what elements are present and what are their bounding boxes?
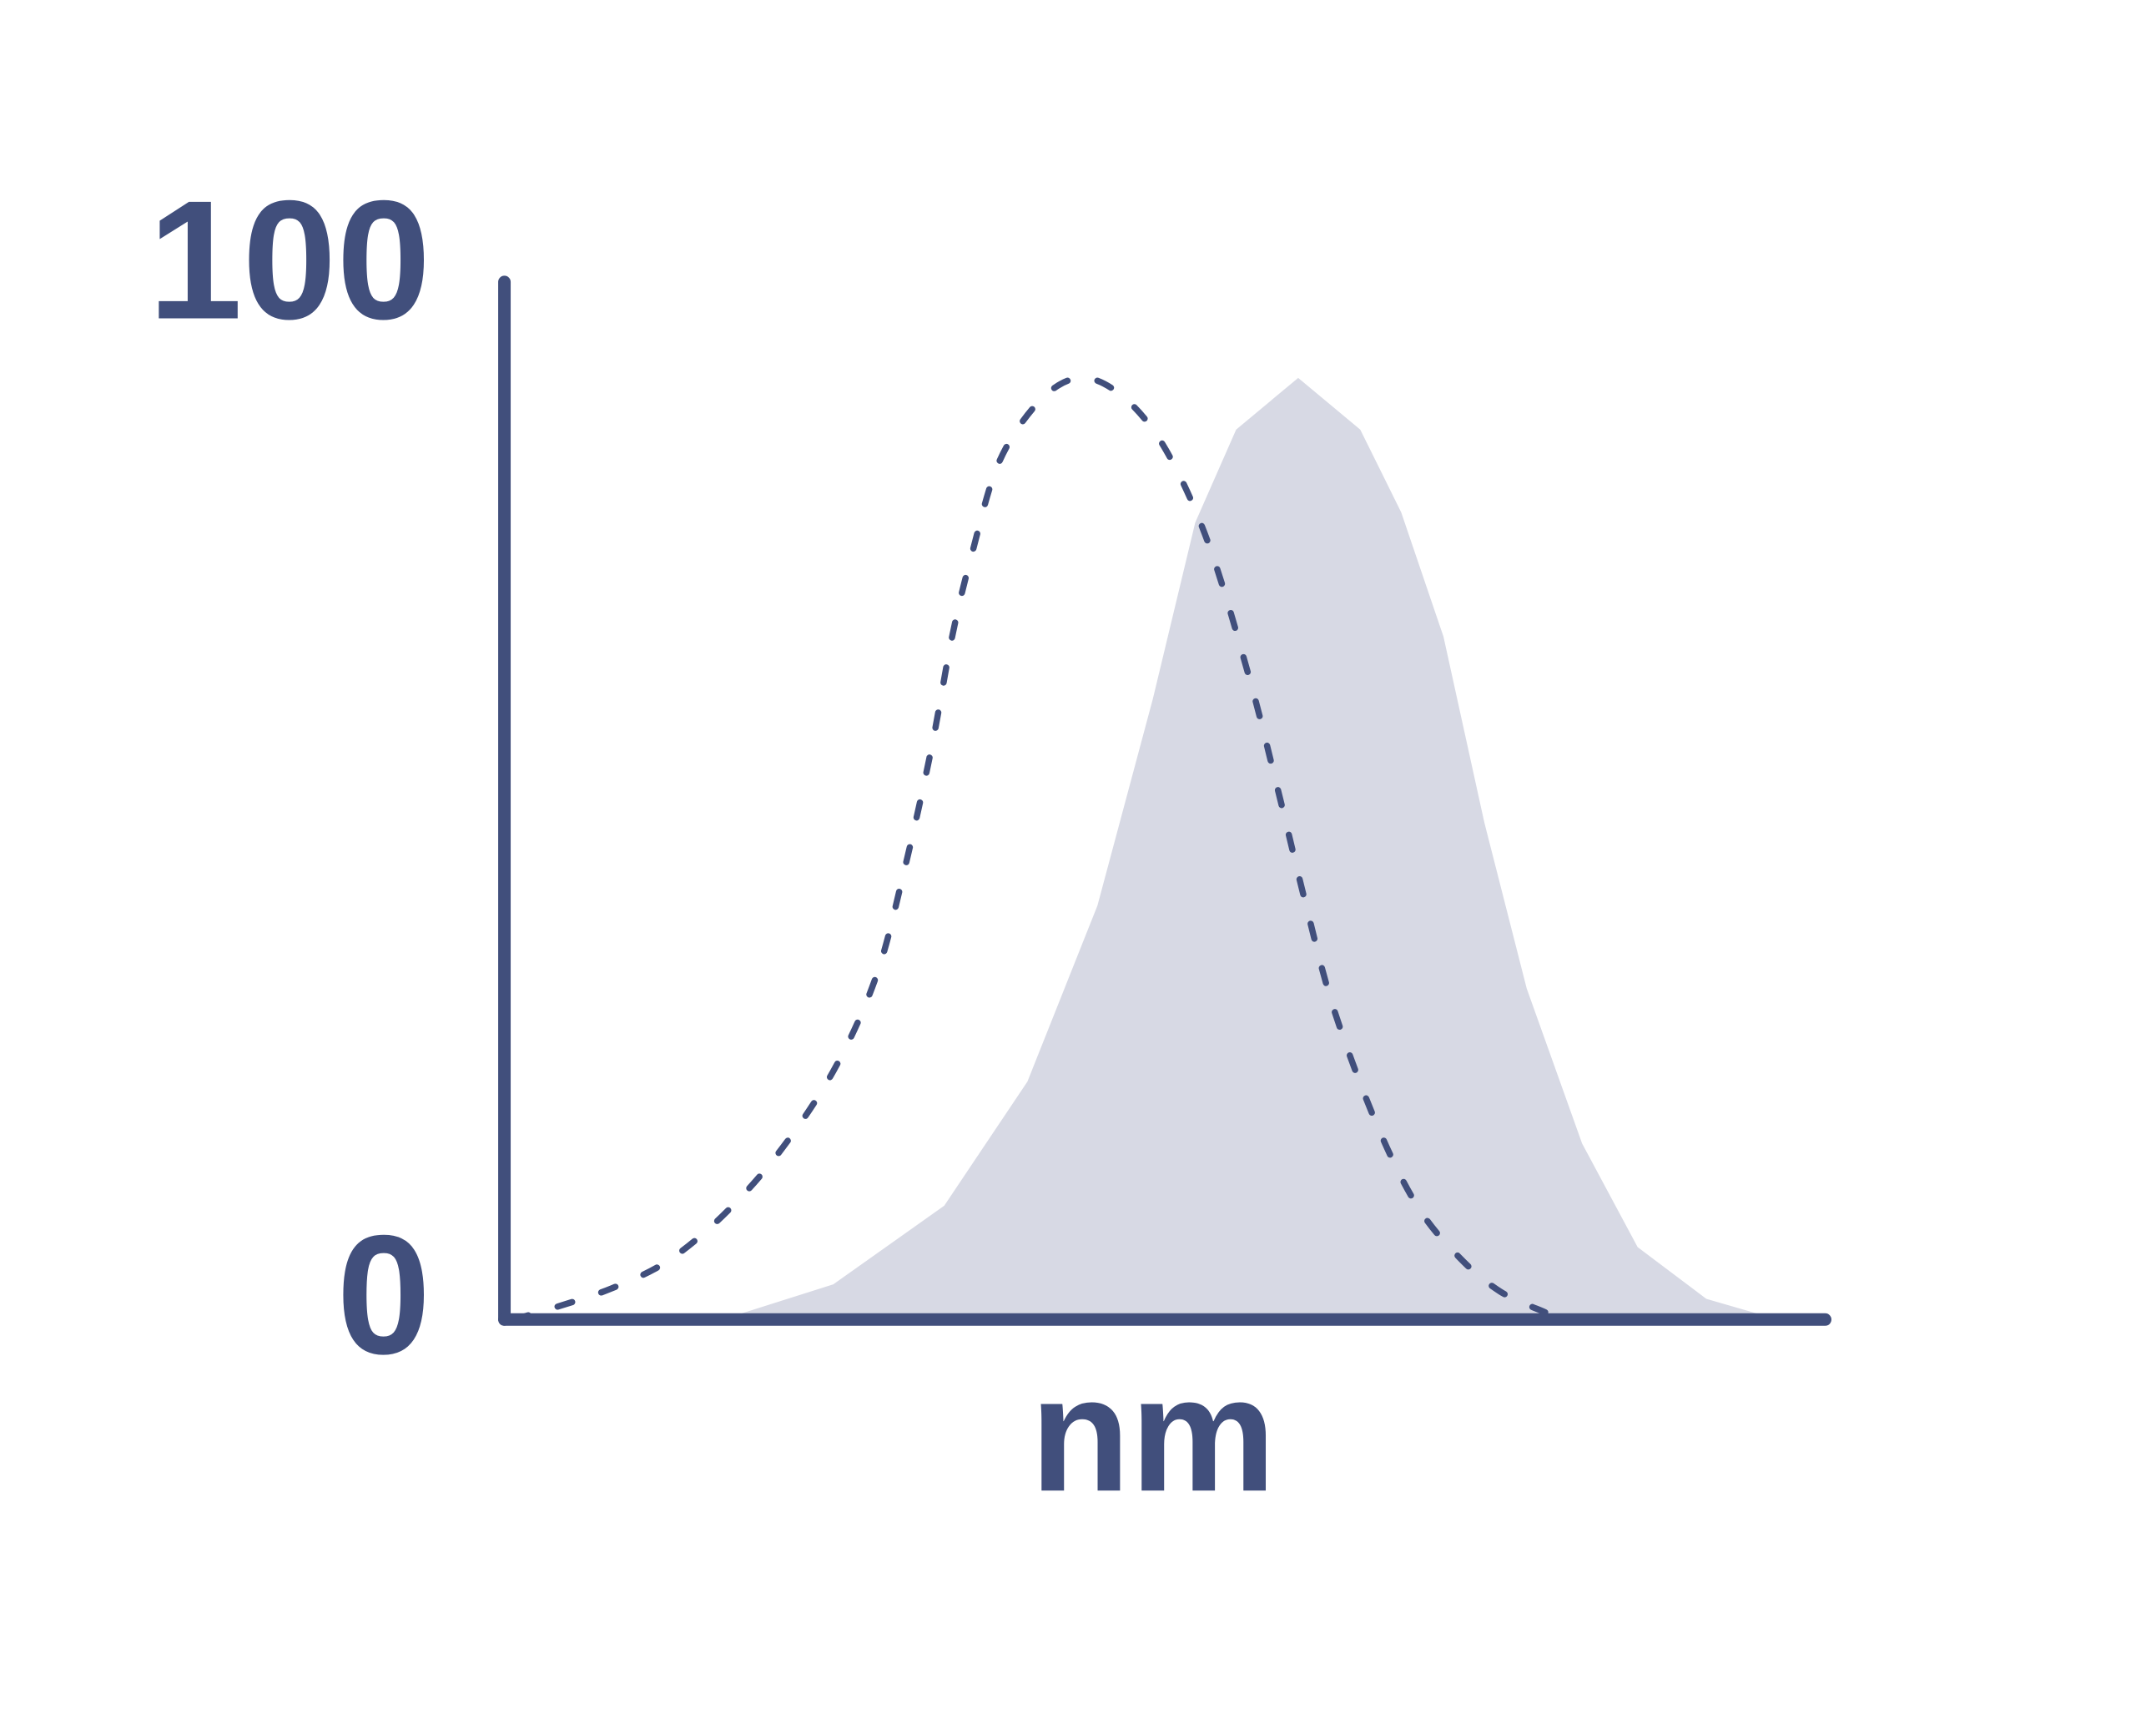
y-tick-label: 100 bbox=[149, 166, 431, 355]
emission-area bbox=[722, 377, 1778, 1320]
x-axis-label: nm bbox=[1030, 1342, 1277, 1525]
y-tick-label: 0 bbox=[336, 1201, 431, 1390]
